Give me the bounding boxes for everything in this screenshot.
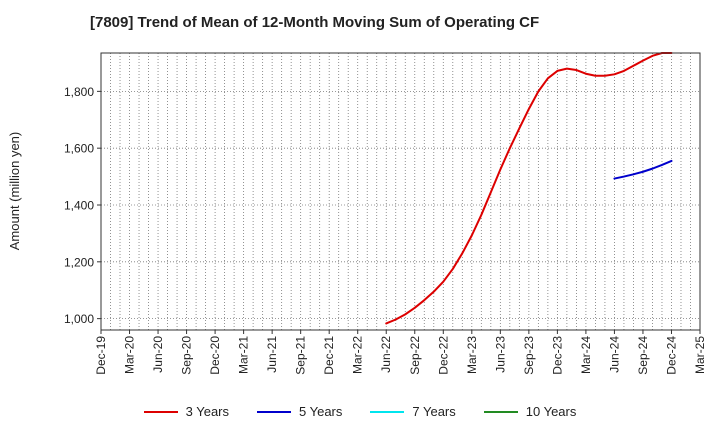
- x-tick-label: Jun-23: [493, 336, 507, 373]
- series-line-5-years: [613, 159, 673, 180]
- chart-title: [7809] Trend of Mean of 12-Month Moving …: [90, 14, 540, 31]
- legend-item-7-years: 7 Years: [370, 404, 456, 419]
- legend-item-5-years: 5 Years: [257, 404, 342, 419]
- legend-item-3-years: 3 Years: [143, 404, 229, 419]
- series-lines: [385, 52, 673, 325]
- x-tick-label: Dec-22: [436, 336, 450, 375]
- x-tick-label: Sep-21: [294, 336, 308, 375]
- x-tick-label: Jun-20: [151, 336, 165, 373]
- x-tick-label: Mar-23: [465, 336, 479, 374]
- plot-frame: [100, 52, 701, 331]
- y-tick-label: 1,600: [64, 142, 94, 156]
- y-axis-label: Amount (million yen): [7, 132, 22, 251]
- y-tick-label: 1,400: [64, 198, 94, 212]
- y-axis: 1,000 1,200 1,400 1,600 1,800: [64, 85, 101, 326]
- y-tick-label: 1,800: [64, 85, 94, 99]
- x-tick-label: Mar-21: [237, 336, 251, 374]
- legend-swatch: [483, 410, 518, 413]
- x-tick-label: Mar-22: [351, 336, 365, 374]
- x-tick-label: Jun-21: [265, 336, 279, 373]
- x-tick-label: Dec-23: [550, 336, 564, 375]
- x-tick-label: Mar-24: [579, 336, 593, 374]
- x-tick-label: Dec-24: [664, 336, 678, 375]
- x-axis: Dec-19 Mar-20 Jun-20 Sep-20 Dec-20 Mar-21 Jun-…: [94, 330, 707, 375]
- x-tick-label: Dec-20: [208, 336, 222, 375]
- legend-item-10-years: 10 Years: [483, 404, 577, 419]
- x-tick-label: Sep-22: [408, 336, 422, 375]
- legend-label: 7 Years: [412, 404, 456, 419]
- legend-swatch: [257, 410, 291, 413]
- y-tick-label: 1,200: [64, 255, 94, 269]
- legend-label: 10 Years: [525, 404, 577, 419]
- x-tick-label: Jun-22: [379, 336, 393, 373]
- legend-label: 5 Years: [299, 404, 343, 419]
- legend-swatch: [143, 410, 178, 413]
- x-tick-label: Dec-21: [322, 336, 336, 375]
- legend-label: 3 Years: [185, 404, 229, 419]
- y-tick-label: 1,000: [64, 312, 94, 326]
- x-tick-label: Sep-20: [180, 336, 194, 375]
- grid: [101, 53, 700, 330]
- x-tick-label: Mar-25: [693, 336, 707, 374]
- x-tick-label: Sep-23: [522, 336, 536, 375]
- x-tick-label: Mar-20: [123, 336, 137, 374]
- x-tick-label: Jun-24: [607, 336, 621, 373]
- series-line-3-years: [385, 52, 673, 325]
- legend: 3 Years 5 Years 7 Years 10 Years: [0, 404, 720, 419]
- x-tick-label: Dec-19: [94, 336, 108, 375]
- plot-area: [101, 53, 700, 330]
- x-tick-label: Sep-24: [636, 336, 650, 375]
- legend-swatch: [370, 410, 405, 413]
